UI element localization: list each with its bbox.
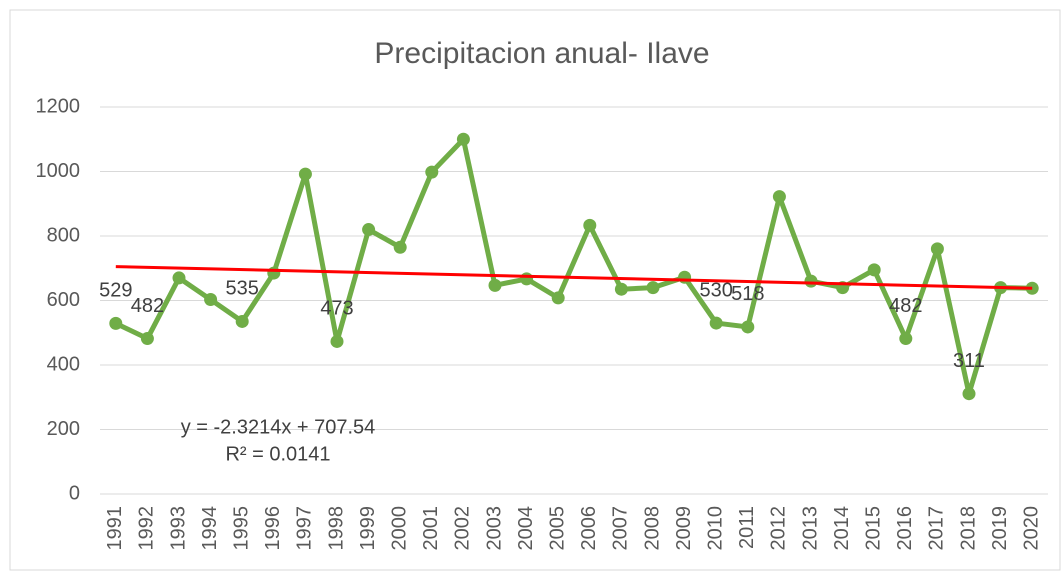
x-tick-label: 2018 xyxy=(957,506,979,551)
marker xyxy=(614,282,628,296)
data-label: 529 xyxy=(99,280,132,302)
data-label: 311 xyxy=(953,350,985,372)
x-tick-label: 2013 xyxy=(799,506,821,551)
marker xyxy=(298,167,312,181)
x-tick-label: 1998 xyxy=(325,506,347,551)
data-label: 482 xyxy=(131,295,164,317)
x-tick-label: 2001 xyxy=(420,506,442,551)
x-tick-label: 1996 xyxy=(262,506,284,551)
x-tick-label: 2004 xyxy=(515,506,537,551)
marker xyxy=(741,320,755,334)
x-tick-label: 1992 xyxy=(136,506,158,551)
chart-title: Precipitacion anual- Ilave xyxy=(374,37,709,70)
marker xyxy=(267,266,281,280)
marker xyxy=(235,314,249,328)
y-tick-label: 0 xyxy=(69,482,80,504)
marker xyxy=(646,281,660,295)
trend-equation: y = -2.3214x + 707.54 xyxy=(181,416,376,438)
x-tick-label: 2006 xyxy=(578,506,600,551)
x-tick-label: 1997 xyxy=(294,506,316,551)
data-label: 473 xyxy=(320,298,353,320)
marker xyxy=(330,334,344,348)
x-tick-label: 2009 xyxy=(673,506,695,551)
x-tick-label: 2017 xyxy=(926,506,948,551)
marker xyxy=(678,270,692,284)
x-tick-label: 2015 xyxy=(862,506,884,551)
marker xyxy=(551,291,565,305)
data-label: 482 xyxy=(889,295,922,317)
x-tick-label: 1993 xyxy=(167,506,189,551)
marker xyxy=(930,242,944,256)
marker xyxy=(204,293,218,307)
x-tick-label: 2005 xyxy=(546,506,568,551)
y-tick-label: 1200 xyxy=(36,95,81,117)
marker xyxy=(109,316,123,330)
x-tick-label: 1994 xyxy=(199,506,221,551)
marker xyxy=(583,218,597,232)
chart-border xyxy=(9,9,1061,571)
marker xyxy=(172,271,186,285)
marker xyxy=(488,278,502,292)
x-tick-label: 2019 xyxy=(989,506,1011,551)
marker xyxy=(456,132,470,146)
marker xyxy=(140,332,154,346)
data-label: 530 xyxy=(700,279,733,301)
x-tick-label: 2007 xyxy=(610,506,632,551)
marker xyxy=(772,190,786,204)
y-tick-label: 400 xyxy=(47,353,80,375)
marker xyxy=(520,272,534,286)
marker xyxy=(899,332,913,346)
x-tick-label: 1995 xyxy=(230,506,252,551)
line xyxy=(114,136,1033,397)
x-tick-label: 2014 xyxy=(831,506,853,551)
y-tick-label: 800 xyxy=(47,224,80,246)
marker xyxy=(962,387,976,401)
x-tick-label: 2003 xyxy=(483,506,505,551)
marker xyxy=(804,274,818,288)
x-tick-label: 2008 xyxy=(641,506,663,551)
y-tick-label: 600 xyxy=(47,289,80,311)
y-tick-label: 200 xyxy=(47,418,80,440)
x-tick-label: 2000 xyxy=(388,506,410,551)
x-tick-label: 2016 xyxy=(894,506,916,551)
trendline xyxy=(115,265,1033,290)
x-tick-label: 2002 xyxy=(452,506,474,551)
x-tick-label: 1999 xyxy=(357,506,379,551)
x-tick-label: 1991 xyxy=(104,506,126,551)
marker xyxy=(425,165,439,179)
marker xyxy=(362,223,376,237)
y-tick-label: 1000 xyxy=(36,160,81,182)
data-label: 535 xyxy=(226,278,259,300)
marker xyxy=(709,316,723,330)
x-tick-label: 2011 xyxy=(736,506,758,549)
x-tick-label: 2010 xyxy=(704,506,726,551)
trend-r2: R² = 0.0141 xyxy=(225,443,330,465)
marker xyxy=(867,263,881,277)
data-label: 518 xyxy=(731,283,764,305)
x-tick-label: 2020 xyxy=(1020,506,1042,551)
marker xyxy=(393,240,407,254)
x-tick-label: 2012 xyxy=(768,506,790,551)
